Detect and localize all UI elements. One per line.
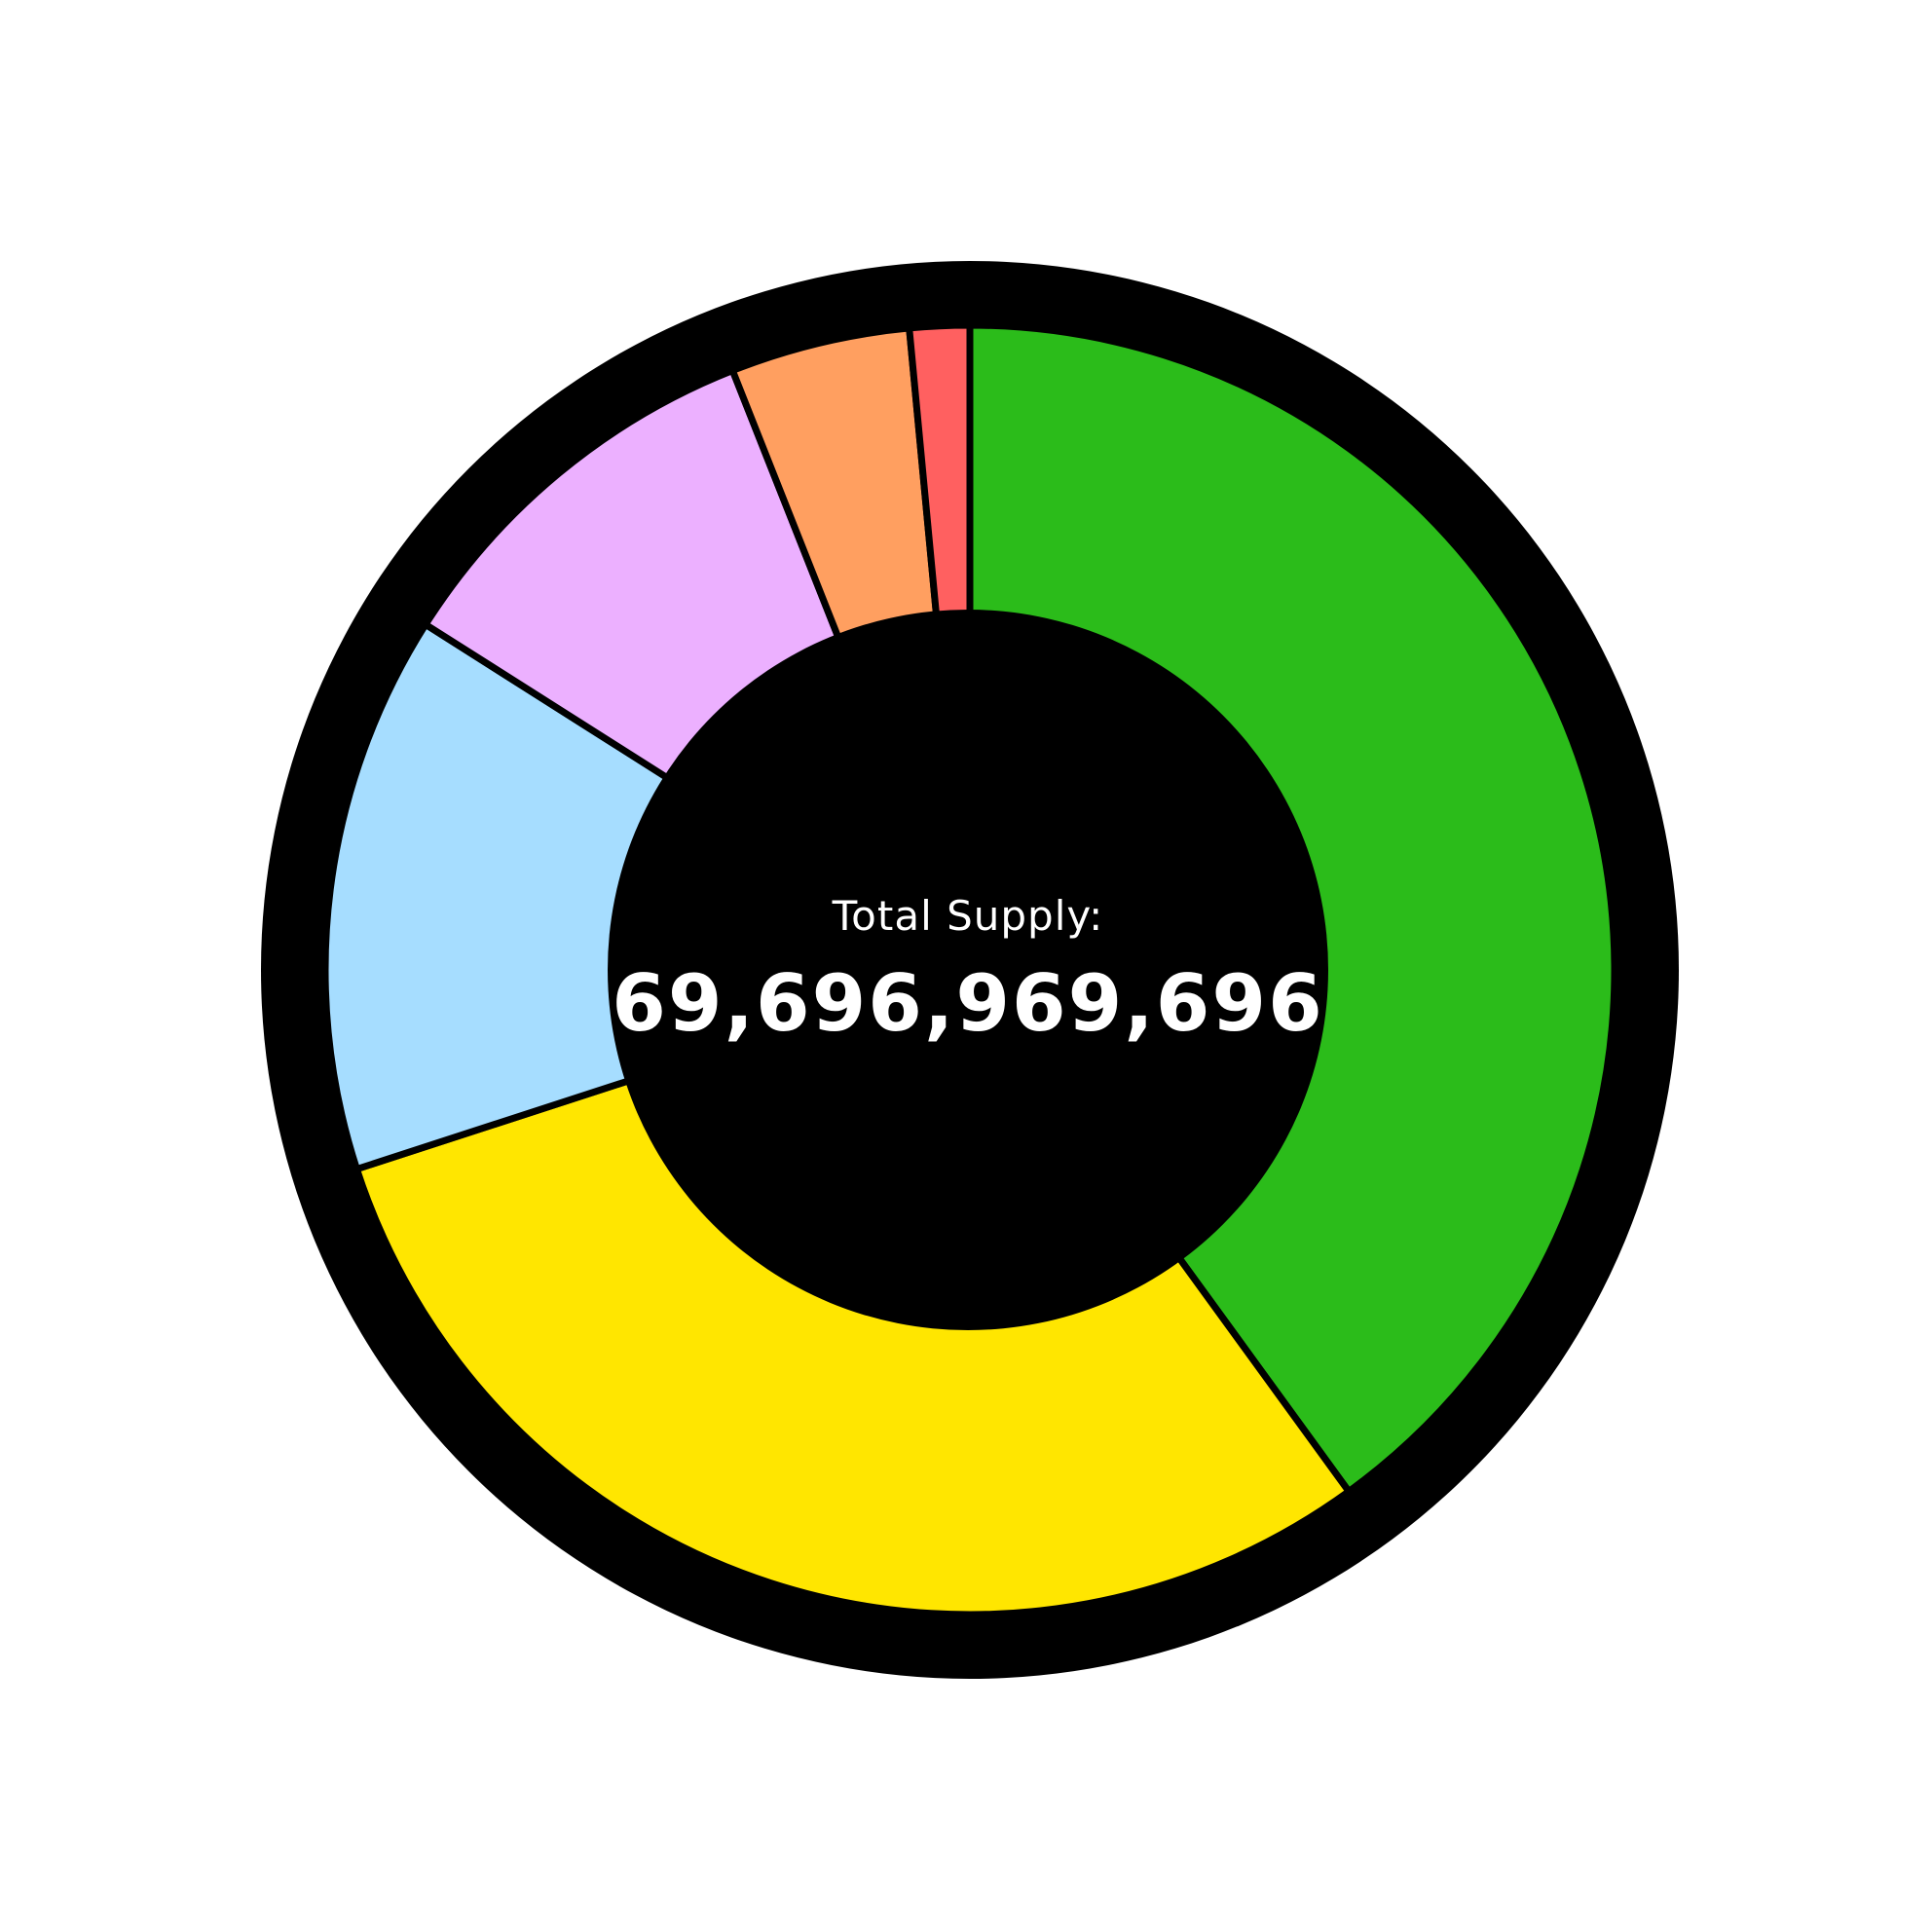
- center-hole: [608, 610, 1328, 1330]
- total-supply-value: 69,696,969,696: [612, 958, 1323, 1049]
- total-supply-caption: Total Supply:: [832, 892, 1104, 940]
